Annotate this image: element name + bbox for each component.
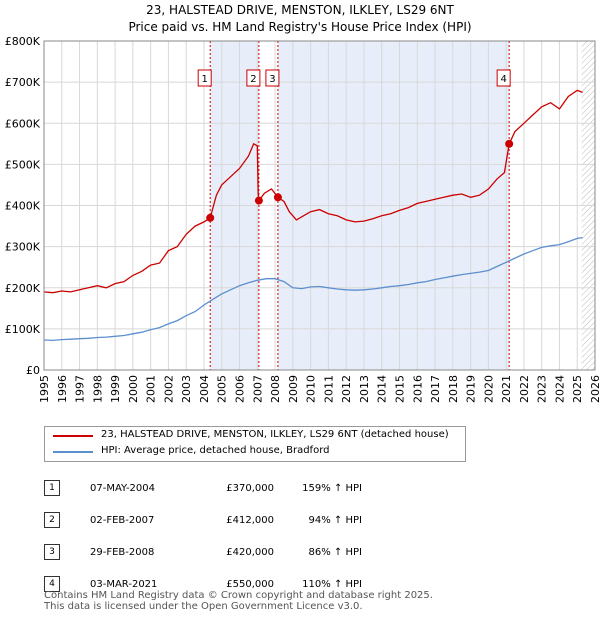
- transaction-number: 3: [44, 544, 60, 560]
- sale-label-box: [197, 69, 212, 87]
- legend-label-property: 23, HALSTEAD DRIVE, MENSTON, ILKLEY, LS2…: [101, 429, 449, 440]
- transaction-hpi: 94% ↑ HPI: [308, 514, 362, 526]
- transaction-price: £550,000: [226, 578, 274, 590]
- transaction-date: 02-FEB-2007: [90, 514, 155, 526]
- x-tick-label: 2013: [358, 375, 371, 403]
- x-tick-label: 2000: [127, 375, 140, 403]
- license-line: This data is licensed under the Open Gov…: [44, 601, 363, 612]
- transaction-date: 03-MAR-2021: [90, 578, 158, 590]
- x-tick-label: 2019: [465, 375, 478, 403]
- table-row: 4 03-MAR-2021 £550,000 110% ↑ HPI: [44, 568, 362, 600]
- x-tick-label: 1999: [109, 375, 122, 403]
- x-tick-label: 2011: [322, 375, 335, 403]
- chart-subtitle: Price paid vs. HM Land Registry's House …: [128, 20, 471, 34]
- transaction-date: 07-MAY-2004: [90, 482, 156, 494]
- transaction-number: 1: [44, 480, 60, 496]
- legend-item-hpi: HPI: Average price, detached house, Brad…: [45, 444, 465, 460]
- x-tick-label: 2017: [429, 375, 442, 403]
- x-tick-label: 1997: [74, 375, 87, 403]
- y-tick-label: £0: [26, 364, 40, 377]
- y-tick-label: £300K: [5, 241, 41, 254]
- transaction-number: 2: [44, 512, 60, 528]
- transaction-date: 29-FEB-2008: [90, 546, 155, 558]
- copyright-line: Contains HM Land Registry data © Crown c…: [44, 590, 433, 601]
- plot-frame: [43, 40, 596, 371]
- transaction-hpi: 159% ↑ HPI: [302, 482, 362, 494]
- sale-label-box: [246, 69, 261, 87]
- property-price-line: [43, 89, 583, 294]
- y-tick-label: £200K: [5, 282, 41, 295]
- sale-label-box: [496, 69, 511, 87]
- table-row: 3 29-FEB-2008 £420,000 86% ↑ HPI: [44, 536, 362, 568]
- chart-title: 23, HALSTEAD DRIVE, MENSTON, ILKLEY, LS2…: [146, 3, 454, 17]
- x-tick-label: 2007: [251, 375, 264, 403]
- x-tick-label: 2022: [518, 375, 531, 403]
- y-tick-label: £400K: [5, 200, 41, 213]
- legend-swatch-hpi: [53, 451, 93, 453]
- x-tick-label: 2023: [536, 375, 549, 403]
- x-tick-label: 2002: [162, 375, 175, 403]
- sale-label: 2: [250, 74, 256, 85]
- x-tick-label: 2020: [482, 375, 495, 403]
- x-tick-label: 2006: [234, 375, 247, 403]
- y-tick-label: £500K: [5, 158, 41, 171]
- transaction-price: £370,000: [226, 482, 274, 494]
- x-tick-label: 2009: [287, 375, 300, 403]
- y-tick-label: £700K: [5, 76, 41, 89]
- x-tick-label: 2018: [447, 375, 460, 403]
- y-tick-label: £100K: [5, 323, 41, 336]
- sale-label: 3: [269, 74, 275, 85]
- chart-legend: 23, HALSTEAD DRIVE, MENSTON, ILKLEY, LS2…: [44, 426, 466, 462]
- x-tick-label: 2004: [198, 375, 211, 403]
- y-tick-label: £600K: [5, 117, 41, 130]
- transaction-hpi: 110% ↑ HPI: [302, 578, 362, 590]
- sale-point: [206, 213, 215, 222]
- x-tick-label: 1996: [56, 375, 69, 403]
- x-tick-label: 2003: [180, 375, 193, 403]
- footer: Contains HM Land Registry data © Crown c…: [44, 590, 433, 612]
- sale-point: [254, 196, 263, 205]
- x-tick-label: 2001: [145, 375, 158, 403]
- x-tick-label: 2005: [216, 375, 229, 403]
- transactions-table: 1 07-MAY-2004 £370,000 159% ↑ HPI 2 02-F…: [44, 472, 362, 600]
- transaction-price: £412,000: [226, 514, 274, 526]
- sale-point: [505, 139, 514, 148]
- x-tick-label: 2014: [376, 375, 389, 403]
- sale-label-box: [265, 69, 280, 87]
- x-tick-label: 2025: [571, 375, 584, 403]
- price-chart: 23, HALSTEAD DRIVE, MENSTON, ILKLEY, LS2…: [5, 3, 600, 403]
- x-tick-label: 2024: [553, 375, 566, 403]
- x-tick-label: 1998: [91, 375, 104, 403]
- legend-item-property: 23, HALSTEAD DRIVE, MENSTON, ILKLEY, LS2…: [45, 428, 465, 444]
- sale-label: 1: [202, 74, 208, 85]
- transaction-hpi: 86% ↑ HPI: [308, 546, 362, 558]
- x-tick-label: 2008: [269, 375, 282, 403]
- hpi-line: [43, 236, 583, 342]
- x-tick-label: 2012: [340, 375, 353, 403]
- transaction-price: £420,000: [226, 546, 274, 558]
- x-tick-label: 2015: [393, 375, 406, 403]
- y-tick-label: £800K: [5, 35, 41, 48]
- sale-label: 4: [500, 74, 506, 85]
- table-row: 2 02-FEB-2007 £412,000 94% ↑ HPI: [44, 504, 362, 536]
- x-tick-label: 2010: [305, 375, 318, 403]
- x-tick-label: 2016: [411, 375, 424, 403]
- transaction-number: 4: [44, 576, 60, 592]
- x-tick-label: 2026: [589, 375, 600, 403]
- legend-swatch-property: [53, 435, 93, 437]
- x-tick-label: 1995: [38, 375, 51, 403]
- sale-point: [273, 193, 282, 202]
- x-tick-label: 2021: [500, 375, 513, 403]
- table-row: 1 07-MAY-2004 £370,000 159% ↑ HPI: [44, 472, 362, 504]
- legend-label-hpi: HPI: Average price, detached house, Brad…: [101, 445, 330, 456]
